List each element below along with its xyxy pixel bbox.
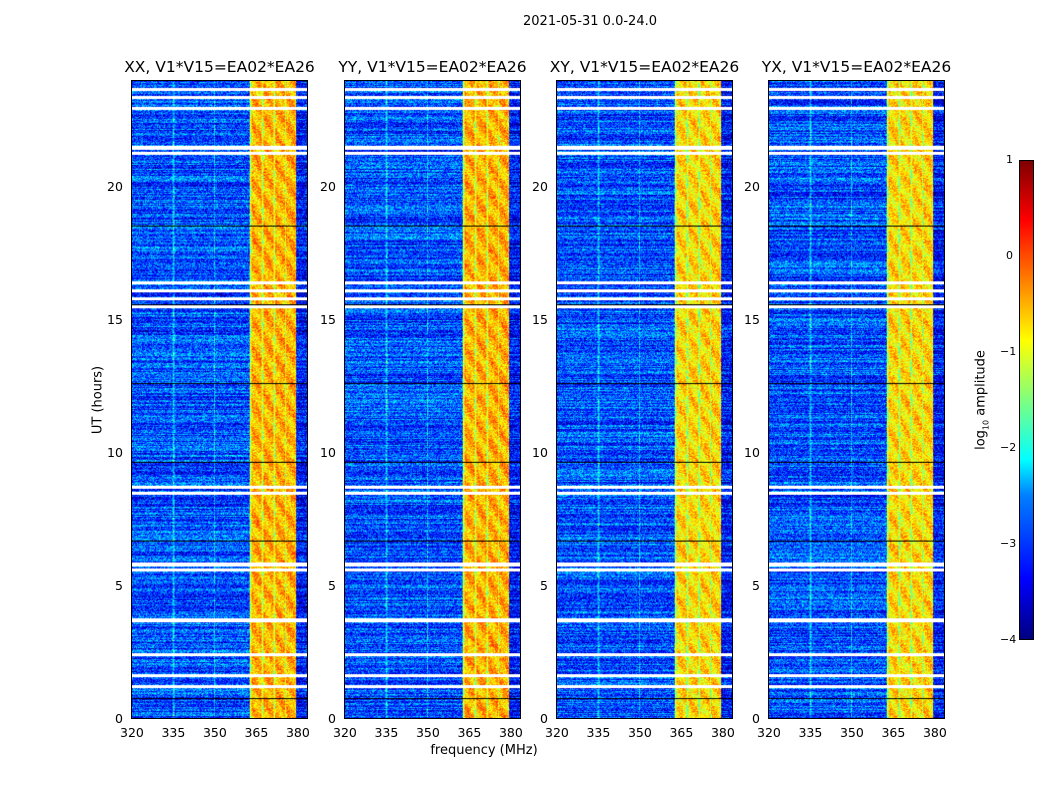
colorbar-tick-label: 0 xyxy=(1006,249,1013,262)
y-tick-label: 15 xyxy=(320,311,336,327)
x-tick-label: 335 xyxy=(161,725,186,740)
y-tick-label: 0 xyxy=(115,711,123,726)
x-tick-label: 365 xyxy=(669,725,694,740)
x-axis-label: frequency (MHz) xyxy=(430,743,538,758)
x-tick-label: 335 xyxy=(798,725,823,740)
heatmap-image xyxy=(557,81,732,718)
y-tick-label: 10 xyxy=(107,444,123,460)
x-tick-label: 380 xyxy=(498,725,523,740)
colorbar xyxy=(1019,160,1034,640)
x-tick-label: 320 xyxy=(333,725,357,740)
x-tick-label: 335 xyxy=(586,725,611,740)
x-tick-label: 350 xyxy=(202,725,227,740)
heatmap-panel-0 xyxy=(131,80,308,719)
y-tick-label: 10 xyxy=(320,444,336,460)
colorbar-tick-label: −3 xyxy=(1000,537,1017,550)
y-tick-label: 0 xyxy=(752,711,760,726)
y-tick-label: 15 xyxy=(107,311,123,327)
heatmap-image xyxy=(345,81,520,718)
colorbar-label: log10 amplitude xyxy=(973,350,991,450)
colorbar-tick-label: −2 xyxy=(1000,441,1017,454)
y-tick-label: 15 xyxy=(744,311,760,327)
x-tick-label: 365 xyxy=(881,725,906,740)
x-tick-label: 320 xyxy=(757,725,781,740)
y-tick-label: 5 xyxy=(752,577,760,593)
x-tick-label: 320 xyxy=(545,725,569,740)
y-tick-label: 5 xyxy=(115,577,123,593)
y-tick-label: 0 xyxy=(328,711,336,726)
x-tick-label: 365 xyxy=(457,725,482,740)
x-tick-label: 335 xyxy=(374,725,399,740)
panel-title: XY, V1*V15=EA02*EA26 xyxy=(549,58,740,76)
x-tick-label: 350 xyxy=(839,725,864,740)
heatmap-panel-3 xyxy=(768,80,945,719)
heatmap-panel-2 xyxy=(556,80,733,719)
y-tick-label: 20 xyxy=(744,178,760,194)
y-tick-label: 20 xyxy=(532,178,548,194)
colorbar-tick-label: −4 xyxy=(1000,633,1017,646)
y-tick-label: 20 xyxy=(107,178,123,194)
y-tick-label: 20 xyxy=(320,178,336,194)
colorbar-tick-label: −1 xyxy=(1000,345,1017,358)
panel-title: YX, V1*V15=EA02*EA26 xyxy=(761,58,952,76)
x-tick-label: 365 xyxy=(244,725,269,740)
y-axis-label: UT (hours) xyxy=(90,365,106,435)
y-tick-label: 5 xyxy=(540,577,548,593)
y-tick-label: 5 xyxy=(328,577,336,593)
x-tick-label: 350 xyxy=(415,725,440,740)
x-tick-label: 380 xyxy=(710,725,735,740)
heatmap-image xyxy=(769,81,944,718)
heatmap-image xyxy=(132,81,307,718)
y-tick-label: 15 xyxy=(532,311,548,327)
x-tick-label: 380 xyxy=(922,725,947,740)
x-tick-label: 380 xyxy=(285,725,310,740)
y-tick-label: 0 xyxy=(540,711,548,726)
panel-title: XX, V1*V15=EA02*EA26 xyxy=(124,58,315,76)
x-tick-label: 320 xyxy=(120,725,144,740)
x-tick-label: 350 xyxy=(627,725,652,740)
figure-title: 2021-05-31 0.0-24.0 xyxy=(523,14,657,29)
y-tick-label: 10 xyxy=(744,444,760,460)
y-tick-label: 10 xyxy=(532,444,548,460)
heatmap-panel-1 xyxy=(344,80,521,719)
panel-title: YY, V1*V15=EA02*EA26 xyxy=(338,58,527,76)
colorbar-tick-label: 1 xyxy=(1006,153,1013,166)
